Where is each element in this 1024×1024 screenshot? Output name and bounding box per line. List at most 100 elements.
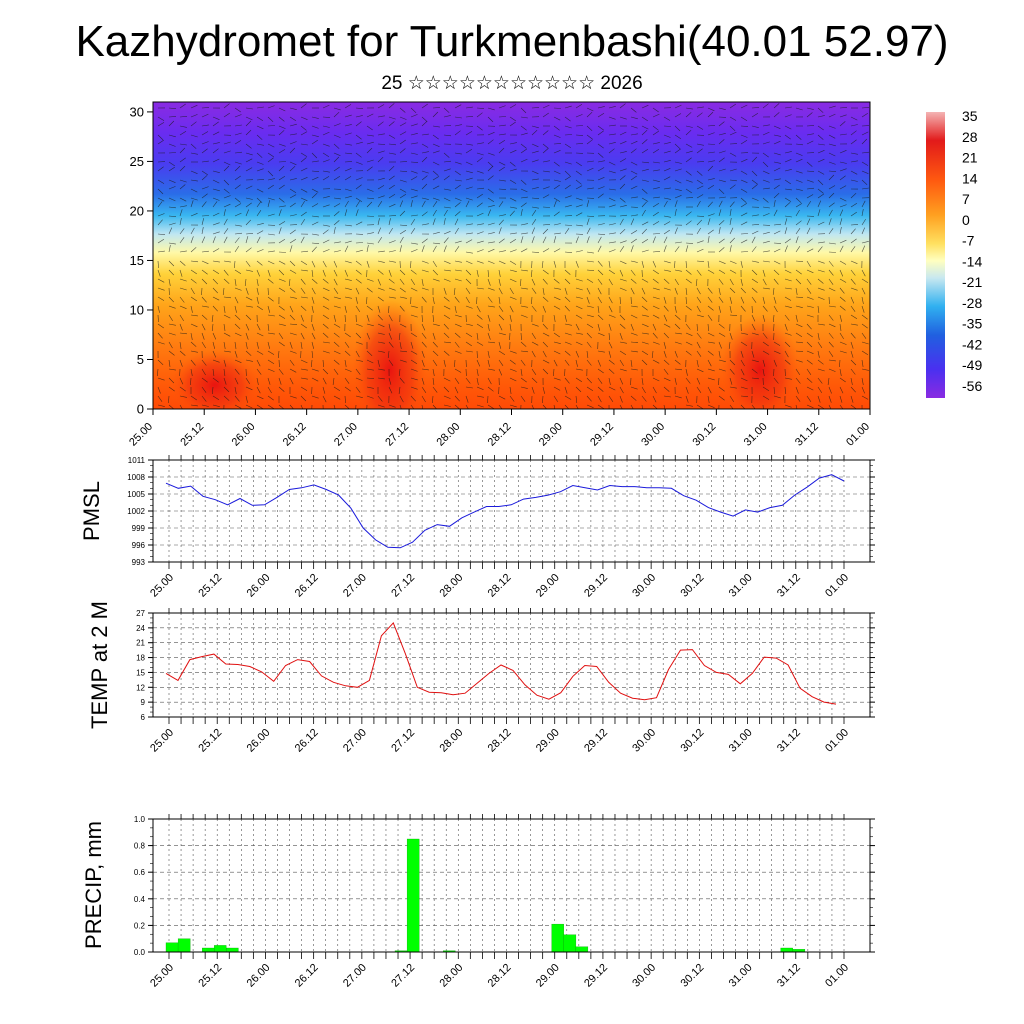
wind-barb — [619, 240, 627, 244]
cross-section-xtick-label: 29.12 — [588, 421, 616, 449]
wind-barb — [212, 368, 215, 376]
wind-barb — [168, 359, 171, 367]
wind-barb — [542, 104, 550, 109]
wind-barb — [399, 236, 404, 244]
wind-barb — [322, 296, 330, 301]
wind-barb — [850, 296, 855, 304]
wind-barb — [377, 332, 385, 335]
wind-barb — [432, 296, 435, 304]
wind-barb — [531, 187, 539, 190]
precip-bar — [406, 838, 420, 953]
wind-barb — [531, 305, 537, 312]
temp-ylabel: TEMP at 2 M — [87, 601, 112, 729]
wind-barb — [575, 134, 584, 136]
wind-barb — [861, 107, 870, 109]
wind-barb — [531, 210, 537, 217]
wind-barb — [245, 167, 253, 172]
wind-barb — [630, 230, 638, 235]
wind-barb — [245, 287, 249, 295]
wind-barb — [509, 104, 517, 109]
wind-barb — [520, 341, 527, 347]
wind-barb — [212, 148, 219, 154]
wind-barb — [685, 377, 691, 384]
wind-barb — [630, 206, 639, 208]
wind-barb — [421, 245, 425, 253]
wind-barb — [289, 350, 297, 354]
wind-barb — [850, 323, 858, 326]
wind-barb — [234, 404, 242, 409]
wind-barb — [652, 161, 660, 164]
wind-barb — [828, 170, 837, 172]
wind-barb — [311, 233, 319, 236]
wind-barb — [388, 116, 396, 120]
wind-barb — [421, 368, 429, 371]
wind-barb — [355, 249, 363, 253]
wind-barb — [663, 116, 671, 121]
wind-barb — [520, 386, 528, 389]
xtick-label: 31.12 — [775, 962, 803, 990]
wind-barb — [531, 125, 539, 129]
wind-barb — [608, 116, 616, 120]
xtick-label: 27.00 — [341, 572, 369, 600]
wind-barb — [157, 166, 164, 172]
wind-barb — [652, 236, 656, 244]
wind-barb — [300, 359, 308, 364]
wind-barb — [817, 200, 822, 208]
wind-barb — [663, 350, 667, 358]
wind-barb — [355, 341, 363, 345]
wind-barb — [333, 197, 341, 200]
wind-barb — [608, 341, 613, 349]
wind-barb — [674, 227, 678, 235]
wind-barb — [344, 350, 351, 356]
wind-barb — [850, 395, 854, 403]
wind-barb — [773, 125, 781, 129]
wind-barb — [696, 215, 705, 217]
wind-barb — [751, 107, 760, 109]
wind-barb — [861, 245, 866, 253]
wind-barb — [333, 123, 341, 127]
wind-barb — [443, 107, 450, 113]
wind-barb — [355, 152, 362, 158]
wind-barb — [157, 278, 165, 283]
wind-barb — [168, 116, 177, 118]
wind-barb — [696, 170, 703, 176]
wind-barb — [498, 188, 507, 190]
wind-barbs — [157, 103, 870, 409]
ytick-label: 999 — [132, 524, 146, 533]
wind-barb — [179, 296, 185, 303]
wind-barb — [850, 202, 858, 208]
wind-barb — [850, 139, 857, 145]
wind-barb — [465, 197, 473, 201]
wind-barb — [718, 238, 725, 244]
wind-barb — [234, 269, 242, 275]
wind-barb — [498, 124, 506, 127]
wind-barb — [300, 323, 307, 329]
wind-barb — [355, 287, 360, 295]
wind-barb — [685, 395, 689, 403]
wind-barb — [179, 323, 183, 331]
wind-barb — [487, 161, 494, 167]
wind-barb — [773, 167, 781, 172]
wind-barb — [773, 305, 778, 313]
wind-barb — [366, 147, 373, 154]
wind-barb — [619, 141, 627, 145]
wind-barb — [256, 201, 262, 208]
wind-barb — [553, 386, 561, 391]
wind-barb — [190, 179, 198, 182]
wind-barb — [762, 103, 769, 109]
wind-barb — [828, 305, 836, 308]
wind-barb — [696, 219, 703, 226]
wind-barb — [509, 404, 517, 408]
wind-barb — [432, 201, 438, 208]
wind-barb — [278, 386, 285, 392]
wind-barb — [223, 218, 228, 226]
wind-barb — [300, 305, 307, 311]
wind-barb — [278, 251, 287, 253]
wind-barb — [289, 341, 293, 349]
wind-barb — [179, 260, 186, 266]
wind-barb — [641, 359, 648, 366]
wind-barb — [190, 296, 197, 302]
wind-barb — [509, 332, 511, 341]
wind-barb — [443, 175, 450, 181]
wind-barb — [784, 377, 792, 380]
